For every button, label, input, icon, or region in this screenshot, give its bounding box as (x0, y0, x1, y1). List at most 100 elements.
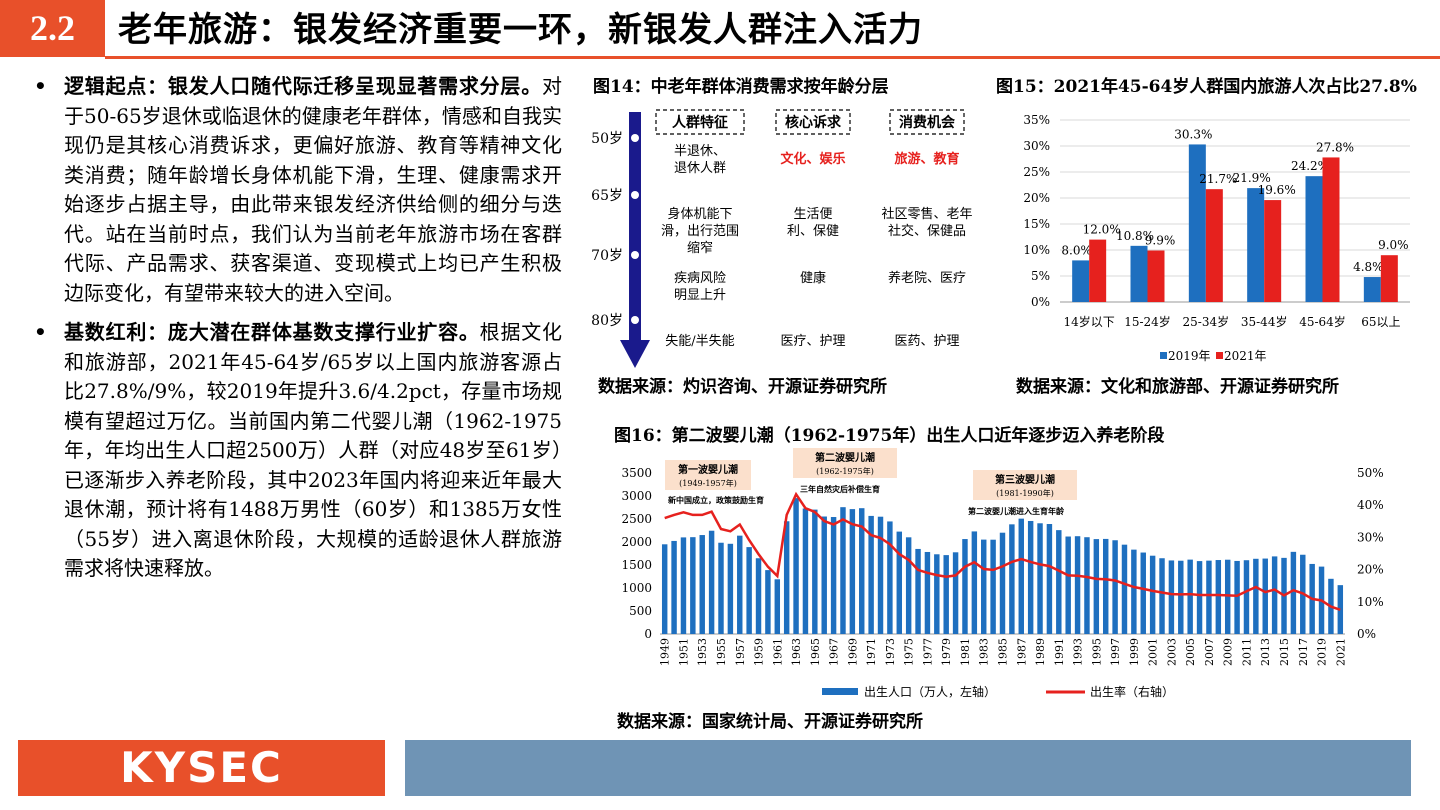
bar (755, 558, 762, 634)
wave3-years: (1981-1990年) (996, 488, 1054, 498)
bar (765, 570, 771, 634)
fig14-title: 图14：中老年群体消费需求按年龄分层 (593, 77, 889, 97)
left-tick-label: 0 (644, 627, 652, 641)
bar (802, 508, 809, 634)
bar (1168, 560, 1175, 634)
y-tick-label: 20% (1023, 191, 1050, 205)
bar (952, 552, 959, 634)
x-tick-label: 2005 (1184, 638, 1197, 666)
x-tick-label: 1991 (1053, 638, 1066, 666)
bar (1215, 560, 1222, 634)
bullet-point: • 基数红利：庞大潜在群体基数支撑行业扩容。根据文化和旅游部，2021年45-6… (34, 318, 562, 584)
left-tick-label: 3000 (621, 489, 652, 503)
wave2-note: 三年自然灾后补偿生育 (800, 484, 880, 494)
bar (1253, 558, 1259, 634)
bar (699, 535, 705, 634)
right-tick-label: 50% (1357, 466, 1384, 480)
wave3-box (973, 470, 1077, 500)
data-label: 19.6% (1258, 183, 1296, 197)
column-header: 消费机会 (899, 114, 956, 131)
x-tick-label: 1999 (1128, 638, 1141, 666)
bar (1084, 537, 1090, 634)
x-tick-label: 1951 (677, 638, 690, 666)
x-tick-label: 65以上 (1361, 315, 1400, 329)
bar (1056, 530, 1062, 634)
bar (849, 509, 856, 634)
bar (737, 535, 743, 634)
body-text: • 逻辑起点：银发人口随代际迁移呈现显著需求分层。对于50-65岁退休或临退休的… (34, 72, 562, 594)
bar (1290, 551, 1297, 634)
bar (1196, 561, 1203, 634)
bar (962, 539, 968, 634)
fig15-source: 数据来源：文化和旅游部、开源证券研究所 (1016, 377, 1339, 397)
fig16-source: 数据来源：国家统计局、开源证券研究所 (617, 712, 923, 732)
wave3-note: 第二波婴儿潮进入生育年龄 (968, 506, 1065, 516)
trait-cell: 身体机能下滑，出行范围缩窄 (661, 206, 739, 256)
x-tick-label: 1961 (771, 638, 784, 666)
bar (1131, 549, 1137, 634)
title-divider (105, 56, 1440, 59)
section-number: 2.2 (0, 0, 105, 57)
x-tick-label: 1949 (659, 638, 672, 666)
y-tick-label: 25% (1023, 165, 1050, 179)
timeline-dot (631, 316, 639, 324)
data-label: 21.9% (1233, 171, 1271, 185)
left-tick-label: 2500 (621, 512, 652, 526)
bar (981, 539, 987, 634)
y-tick-label: 0% (1031, 295, 1050, 309)
wave3-label: 第三波婴儿潮 (995, 473, 1055, 486)
column-header-box (889, 109, 965, 135)
x-tick-label: 1955 (715, 638, 728, 666)
column-header-box (655, 109, 745, 135)
bar (840, 507, 846, 634)
data-label: 24.2% (1291, 159, 1329, 173)
data-label: 10.8% (1116, 229, 1154, 243)
age-label: 50岁 (591, 131, 623, 147)
birth-population-chart: 0 500 1000 1500 2000 2500 3000 3500 0% 10% 20% 30% 4… (621, 448, 1384, 699)
x-tick-label: 1977 (921, 638, 934, 666)
legend-swatch (822, 688, 858, 695)
bar (718, 542, 724, 634)
fig14-source: 数据来源：灼识咨询、开源证券研究所 (598, 377, 887, 397)
bar (1187, 559, 1193, 634)
bar (1089, 239, 1107, 302)
wave1-years: (1949-1957年) (679, 478, 737, 488)
footer-bar (405, 740, 1411, 796)
x-tick-label: 1997 (1109, 638, 1122, 666)
x-tick-label: 2009 (1222, 638, 1235, 666)
data-label: 9.9% (1145, 234, 1176, 248)
x-tick-label: 1971 (865, 638, 878, 666)
x-tick-label: 1963 (790, 638, 803, 666)
trait-cell: 疾病风险明显上升 (674, 271, 726, 303)
bar (1234, 560, 1240, 634)
left-tick-label: 500 (629, 604, 652, 618)
bar (990, 539, 996, 634)
bullet-heading: 基数红利：庞大潜在群体基数支撑行业扩容。 (64, 320, 480, 344)
x-tick-label: 2021 (1334, 638, 1347, 666)
bar (1188, 144, 1206, 302)
bar (1009, 524, 1015, 634)
legend-label: 出生率（右轴） (1090, 684, 1174, 699)
need-cell: 生活便利、保健 (787, 207, 839, 239)
bar (1130, 245, 1148, 302)
bar (1018, 518, 1024, 634)
bar (1074, 536, 1081, 634)
bar (999, 532, 1006, 634)
data-label: 8.0% (1061, 243, 1092, 257)
wave1-box (665, 460, 751, 490)
x-tick-label: 14岁以下 (1064, 314, 1115, 329)
age-label: 80岁 (591, 313, 623, 329)
x-tick-label: 1995 (1090, 638, 1103, 666)
left-tick-label: 2000 (621, 535, 652, 549)
timeline-dot (631, 251, 639, 259)
left-tick-label: 3500 (621, 466, 652, 480)
bar (680, 537, 687, 634)
x-tick-label: 1953 (696, 638, 709, 666)
bar (924, 551, 931, 634)
x-tick-label: 1989 (1034, 638, 1047, 666)
bar (896, 531, 903, 634)
x-tick-label: 1969 (846, 638, 859, 666)
need-cell: 健康 (800, 270, 826, 286)
x-tick-label: 1965 (809, 638, 822, 666)
y-tick-label: 15% (1023, 217, 1050, 231)
